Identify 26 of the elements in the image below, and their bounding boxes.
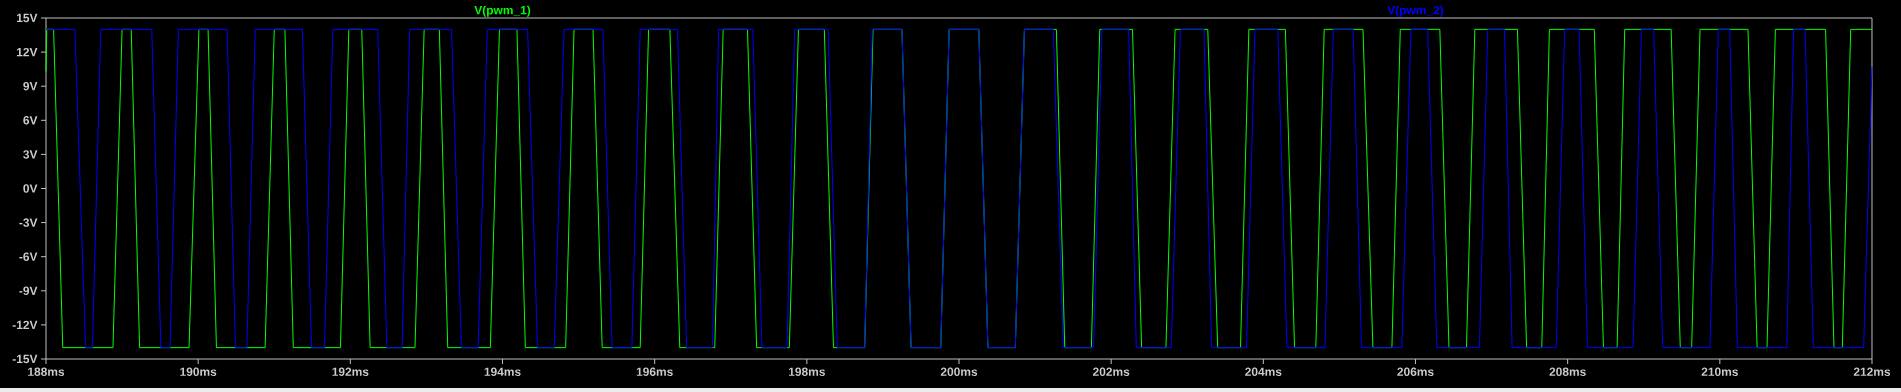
x-tick-label: 212ms bbox=[1853, 367, 1891, 376]
y-tick-label: -12V bbox=[12, 320, 38, 330]
x-tick-label: 198ms bbox=[788, 367, 825, 376]
x-tick-label: 200ms bbox=[940, 367, 978, 376]
y-tick-label: 3V bbox=[23, 150, 38, 159]
x-tick-label: 190ms bbox=[180, 367, 217, 376]
series-label: V(pwm_2) bbox=[1387, 5, 1444, 17]
y-tick-label: 6V bbox=[23, 116, 38, 125]
x-tick-label: 188ms bbox=[28, 367, 65, 376]
y-tick-label: 9V bbox=[23, 81, 38, 91]
y-tick-label: 0V bbox=[23, 184, 38, 193]
x-tick-label: 210ms bbox=[1701, 367, 1738, 376]
y-tick-label: 12V bbox=[16, 47, 38, 57]
y-tick-label: -3V bbox=[19, 218, 38, 227]
x-tick-label: 206ms bbox=[1397, 367, 1434, 376]
y-tick-label: -6V bbox=[19, 252, 38, 261]
x-tick-label: 204ms bbox=[1245, 367, 1282, 376]
x-tick-label: 194ms bbox=[484, 367, 521, 376]
x-tick-label: 192ms bbox=[332, 367, 369, 376]
y-tick-label: -15V bbox=[12, 354, 38, 364]
series-label: V(pwm_1) bbox=[474, 5, 531, 17]
x-tick-label: 196ms bbox=[636, 367, 673, 376]
y-tick-label: 15V bbox=[16, 13, 38, 23]
x-tick-label: 208ms bbox=[1549, 367, 1586, 376]
y-tick-label: -9V bbox=[19, 286, 38, 296]
x-tick-label: 202ms bbox=[1092, 367, 1130, 376]
